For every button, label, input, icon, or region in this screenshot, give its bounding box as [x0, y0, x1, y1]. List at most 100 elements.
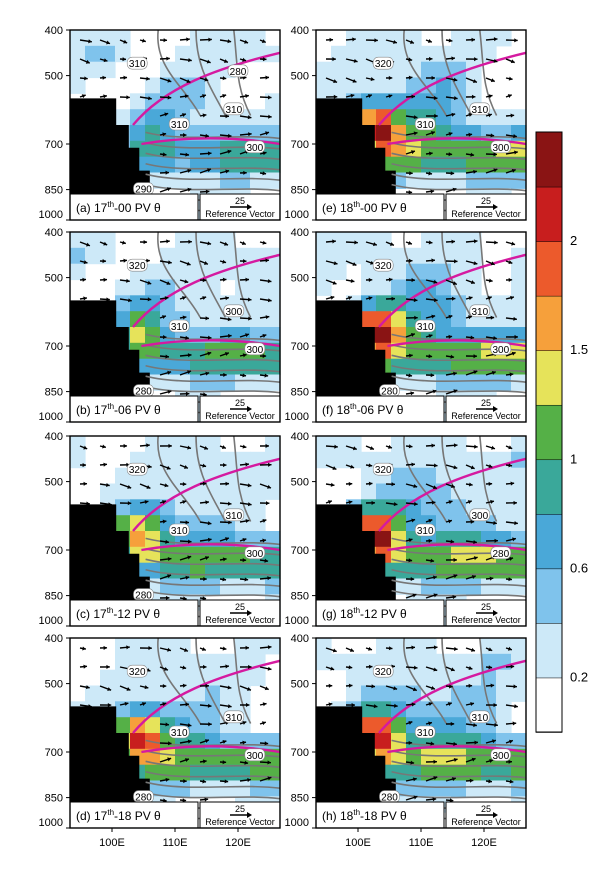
wind-vector-head [166, 239, 170, 244]
theta-contour [479, 435, 498, 522]
y-tick-label: 400 [45, 431, 63, 443]
wind-vector-head [166, 187, 171, 192]
y-tick-label: 500 [291, 477, 309, 489]
y-tick-label: 850 [45, 591, 63, 603]
pv-shade-cell [130, 295, 146, 312]
wind-vector-head [247, 115, 252, 120]
pv-shade-cell [391, 45, 407, 63]
wind-vector-head [488, 665, 493, 670]
pv-shade-cell [376, 483, 392, 500]
wind-vector-head [471, 575, 476, 579]
wind-vector-head [431, 500, 436, 505]
pv-shade-cell [265, 780, 281, 797]
pv-shade-cell [220, 764, 236, 782]
wind-vector-head [205, 371, 210, 376]
pv-shade-cell [496, 578, 512, 595]
theta-contour [145, 558, 281, 567]
theta-contour [403, 637, 447, 724]
pv-shade-cell [466, 140, 482, 158]
wind-vector-head [163, 38, 168, 43]
wind-vector-head [225, 537, 229, 542]
wind-vector-head [242, 259, 247, 264]
wind-vector-head [103, 462, 108, 467]
wind-vector-head [187, 445, 192, 450]
theta-310-contour [378, 51, 527, 126]
pv-shade-cell [466, 748, 482, 766]
wind-vector-head [187, 168, 192, 173]
pv-shade-cell [190, 232, 206, 249]
wind-vector-head [201, 647, 206, 651]
theta-contour [479, 231, 498, 318]
contour-label-box [469, 710, 491, 724]
pv-shade-cell [496, 30, 512, 47]
pv-shade-cell [376, 295, 392, 312]
wind-vector-head [513, 134, 517, 139]
pv-shade-cell [175, 45, 191, 63]
colorbar-frame [535, 131, 563, 733]
pv-shade-cell [361, 295, 377, 312]
contour-label-box [469, 508, 491, 522]
wind-vector-head [267, 776, 272, 781]
wind-vector-head [329, 37, 334, 42]
pv-shade-cell [190, 109, 206, 126]
pv-shade-cell [481, 374, 497, 391]
wind-vector-head [330, 666, 335, 671]
theta-contour [145, 750, 281, 758]
wind-vector-head [223, 462, 227, 468]
pv-shade-cell [100, 45, 116, 63]
wind-vector-head [490, 315, 495, 320]
wind-vector-head [227, 333, 232, 339]
pv-shade-cell [361, 515, 377, 532]
contour-label-box [223, 710, 245, 724]
pv-shade-cell [145, 701, 161, 718]
contour-label-box [126, 56, 148, 70]
pv-shade-cell [391, 279, 407, 296]
panel-label-box [69, 599, 199, 627]
pv-shade-cell [175, 669, 191, 687]
contour-label: 310 [129, 59, 146, 70]
pv-shade-cell [190, 748, 206, 766]
wind-vector-head [127, 484, 132, 489]
pv-shade-cell [481, 578, 497, 595]
pv-shade-cell [115, 653, 131, 671]
pv-shade-cell [481, 467, 497, 485]
wind-vector-head [167, 95, 172, 100]
wind-vector-head [208, 37, 212, 42]
wind-vector-head [202, 596, 207, 601]
pv-shade-cell [466, 685, 482, 702]
pv-shade-cell [436, 140, 452, 158]
pv-shade-cell [436, 546, 452, 564]
wind-vector-head [248, 316, 252, 321]
pv-shade-cell [481, 638, 497, 655]
wind-vector-head [451, 777, 456, 782]
wind-vector-head [108, 502, 112, 507]
wind-vector-head [510, 295, 514, 300]
wind-vector-head [245, 645, 250, 650]
pv-shade-cell [175, 748, 191, 766]
pv-shade-cell [406, 45, 422, 63]
pv-shade-cell [331, 653, 347, 671]
wind-vector-head [349, 648, 354, 652]
wind-vector-head [122, 57, 127, 62]
wind-vector-head [165, 354, 169, 359]
pv-shade-cell [436, 232, 452, 249]
wind-vector-head [490, 133, 495, 138]
pv-shade-cell [376, 515, 392, 532]
pv-shade-cell [160, 374, 176, 391]
pv-shade-cell [466, 77, 482, 94]
pv-shade-cell [421, 172, 437, 189]
theta-contour [391, 375, 527, 383]
wind-vector-head [413, 131, 418, 136]
pv-shade-cell [85, 45, 101, 63]
reference-vector-value: 25 [235, 398, 245, 408]
wind-vector-head [394, 703, 398, 708]
pv-shade-cell [145, 499, 161, 516]
pv-shade-cell [391, 109, 407, 126]
pv-shade-cell [265, 342, 281, 360]
pv-shade-cell [70, 436, 86, 453]
contour-label-box [168, 117, 190, 131]
pv-shade-cell [466, 546, 482, 564]
theta-contour [145, 770, 281, 779]
pv-shade-cell [205, 499, 221, 516]
wind-vector-head [453, 741, 457, 746]
